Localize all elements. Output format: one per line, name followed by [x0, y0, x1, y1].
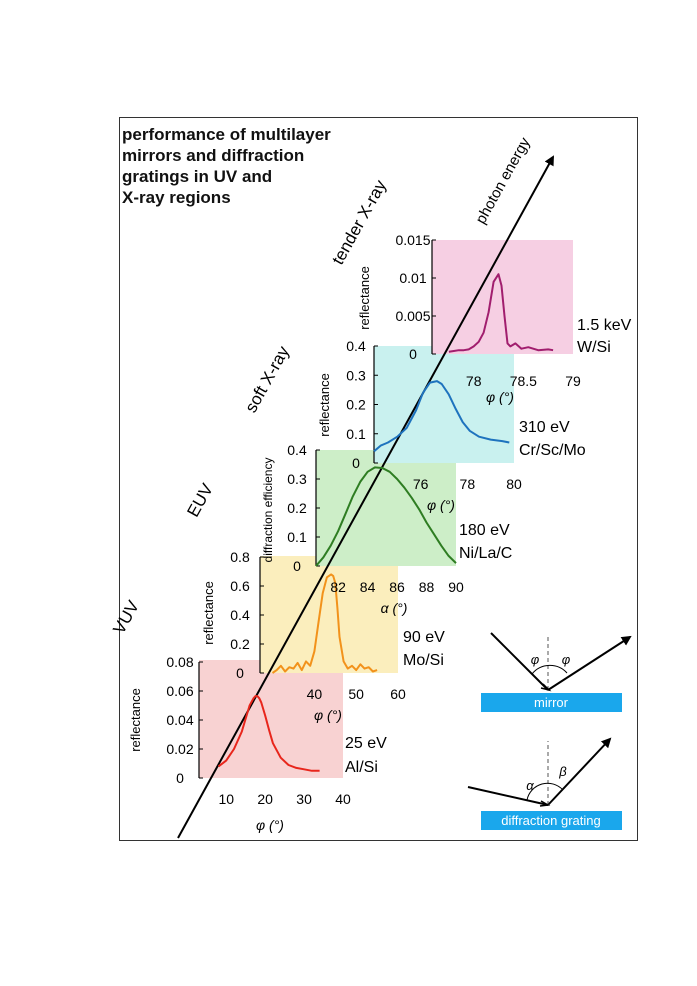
series-line [448, 273, 554, 353]
x-axis-label: α (°) [381, 600, 408, 616]
y-tick-label: 0.4 [230, 607, 250, 623]
y-tick-label: 0.04 [166, 712, 193, 728]
x-tick-label: 78 [466, 373, 482, 389]
x-tick-label: 40 [335, 791, 351, 807]
x-tick-label: 79 [565, 373, 581, 389]
series-line [217, 695, 320, 772]
material-label: Al/Si [345, 759, 378, 776]
y-tick-label: 0.6 [230, 578, 250, 594]
y-tick-label: 0.08 [166, 654, 193, 670]
x-axis-label: φ (°) [427, 497, 455, 513]
x-tick-label: 50 [348, 686, 364, 702]
y-axis-label: reflectance [201, 581, 216, 645]
y-tick-label: 0.4 [346, 338, 366, 354]
y-tick-label: 0.1 [287, 529, 307, 545]
x-tick-label: 78 [460, 476, 476, 492]
mirror-label: mirror [534, 695, 569, 710]
y-tick-label: 0.3 [346, 367, 366, 383]
y-tick-label: 0.4 [287, 442, 307, 458]
material-label: Cr/Sc/Mo [519, 442, 586, 459]
y-tick-label: 0 [352, 455, 360, 471]
region-label-tender-xray: tender X-ray [328, 176, 390, 267]
energy-label: 1.5 keV [577, 317, 632, 334]
x-tick-label: 88 [419, 579, 435, 595]
y-tick-label: 0.1 [346, 426, 366, 442]
grating-label: diffraction grating [501, 813, 601, 828]
panel-background [260, 556, 398, 673]
x-tick-label: 40 [307, 686, 323, 702]
material-label: W/Si [577, 339, 611, 356]
series-line [271, 573, 378, 674]
y-tick-label: 0.02 [166, 741, 193, 757]
y-axis-label: reflectance [317, 373, 332, 437]
grating-diagram: α β diffraction grating [467, 737, 622, 830]
x-axis-label: φ (°) [256, 817, 284, 833]
grating-bar [481, 811, 622, 830]
y-axis-label: reflectance [128, 688, 143, 752]
x-axis-label: φ (°) [314, 707, 342, 723]
chart-1: 0 0.2 0.4 0.6 0.8 40 50 60 φ (°) reflectance 90 eV… [201, 549, 445, 723]
figure-title: performance of multilayer mirrors and di… [122, 124, 422, 208]
mirror-angle-phi-left: φ [531, 652, 540, 667]
grating-angle-alpha: α [526, 778, 534, 793]
x-tick-label: 82 [330, 579, 346, 595]
mirror-angle-phi-right: φ [562, 652, 571, 667]
x-tick-label: 30 [296, 791, 312, 807]
material-label: Mo/Si [403, 652, 444, 669]
mirror-diagram: φ φ mirror [481, 632, 632, 712]
y-axis-label: reflectance [357, 266, 372, 330]
series-line [373, 380, 510, 453]
chart-2: 0 0.1 0.2 0.3 0.4 82 84 86 88 90 α (°) diffraction … [261, 442, 512, 616]
material-label: Ni/La/C [459, 545, 512, 562]
y-tick-label: 0 [293, 558, 301, 574]
figure-frame [119, 117, 638, 841]
y-tick-label: 0 [409, 346, 417, 362]
panel-background [374, 346, 514, 463]
y-tick-label: 0 [176, 770, 184, 786]
x-tick-label: 20 [257, 791, 273, 807]
y-tick-label: 0.8 [230, 549, 250, 565]
x-tick-label: 84 [360, 579, 376, 595]
region-label-vuv: VUV [109, 597, 143, 637]
x-tick-label: 60 [390, 686, 406, 702]
x-tick-label: 86 [389, 579, 405, 595]
photon-energy-label: photon energy [472, 134, 534, 227]
x-tick-label: 10 [218, 791, 234, 807]
title-line: performance of multilayer [122, 125, 331, 144]
y-tick-label: 0.06 [166, 683, 193, 699]
region-label-soft-xray: soft X-ray [241, 342, 293, 415]
chart-3: 0 0.1 0.2 0.3 0.4 76 78 80 φ (°) reflectance 310 e… [317, 338, 586, 513]
x-tick-label: 80 [506, 476, 522, 492]
y-tick-label: 0.2 [346, 397, 366, 413]
y-tick-label: 0.005 [395, 308, 430, 324]
chart-4: 0 0.005 0.01 0.015 78 78.5 79 φ (°) reflectance 1… [357, 232, 632, 405]
energy-label: 90 eV [403, 629, 445, 646]
energy-label: 25 eV [345, 735, 387, 752]
y-tick-label: 0.2 [287, 500, 307, 516]
chart-0: 0 0.02 0.04 0.06 0.08 10 20 30 40 φ (°) reflectanc… [128, 654, 387, 833]
title-line: gratings in UV and [122, 167, 273, 186]
y-tick-label: 0.015 [395, 232, 430, 248]
y-tick-label: 0.01 [399, 270, 426, 286]
y-tick-label: 0.3 [287, 471, 307, 487]
series-line [315, 466, 457, 567]
x-tick-label: 90 [448, 579, 464, 595]
y-tick-label: 0.2 [230, 636, 250, 652]
y-tick-label: 0 [236, 665, 244, 681]
energy-label: 310 eV [519, 419, 570, 436]
energy-label: 180 eV [459, 522, 510, 539]
title-line: mirrors and diffraction [122, 146, 305, 165]
title-line: X-ray regions [122, 188, 231, 207]
region-label-euv: EUV [183, 480, 217, 520]
y-axis-label: diffraction efficiency [261, 458, 275, 563]
x-axis-label: φ (°) [486, 389, 514, 405]
x-tick-label: 78.5 [510, 373, 537, 389]
grating-angle-beta: β [558, 764, 567, 779]
photon-energy-axis [177, 155, 554, 839]
mirror-bar [481, 693, 622, 712]
x-tick-label: 76 [413, 476, 429, 492]
